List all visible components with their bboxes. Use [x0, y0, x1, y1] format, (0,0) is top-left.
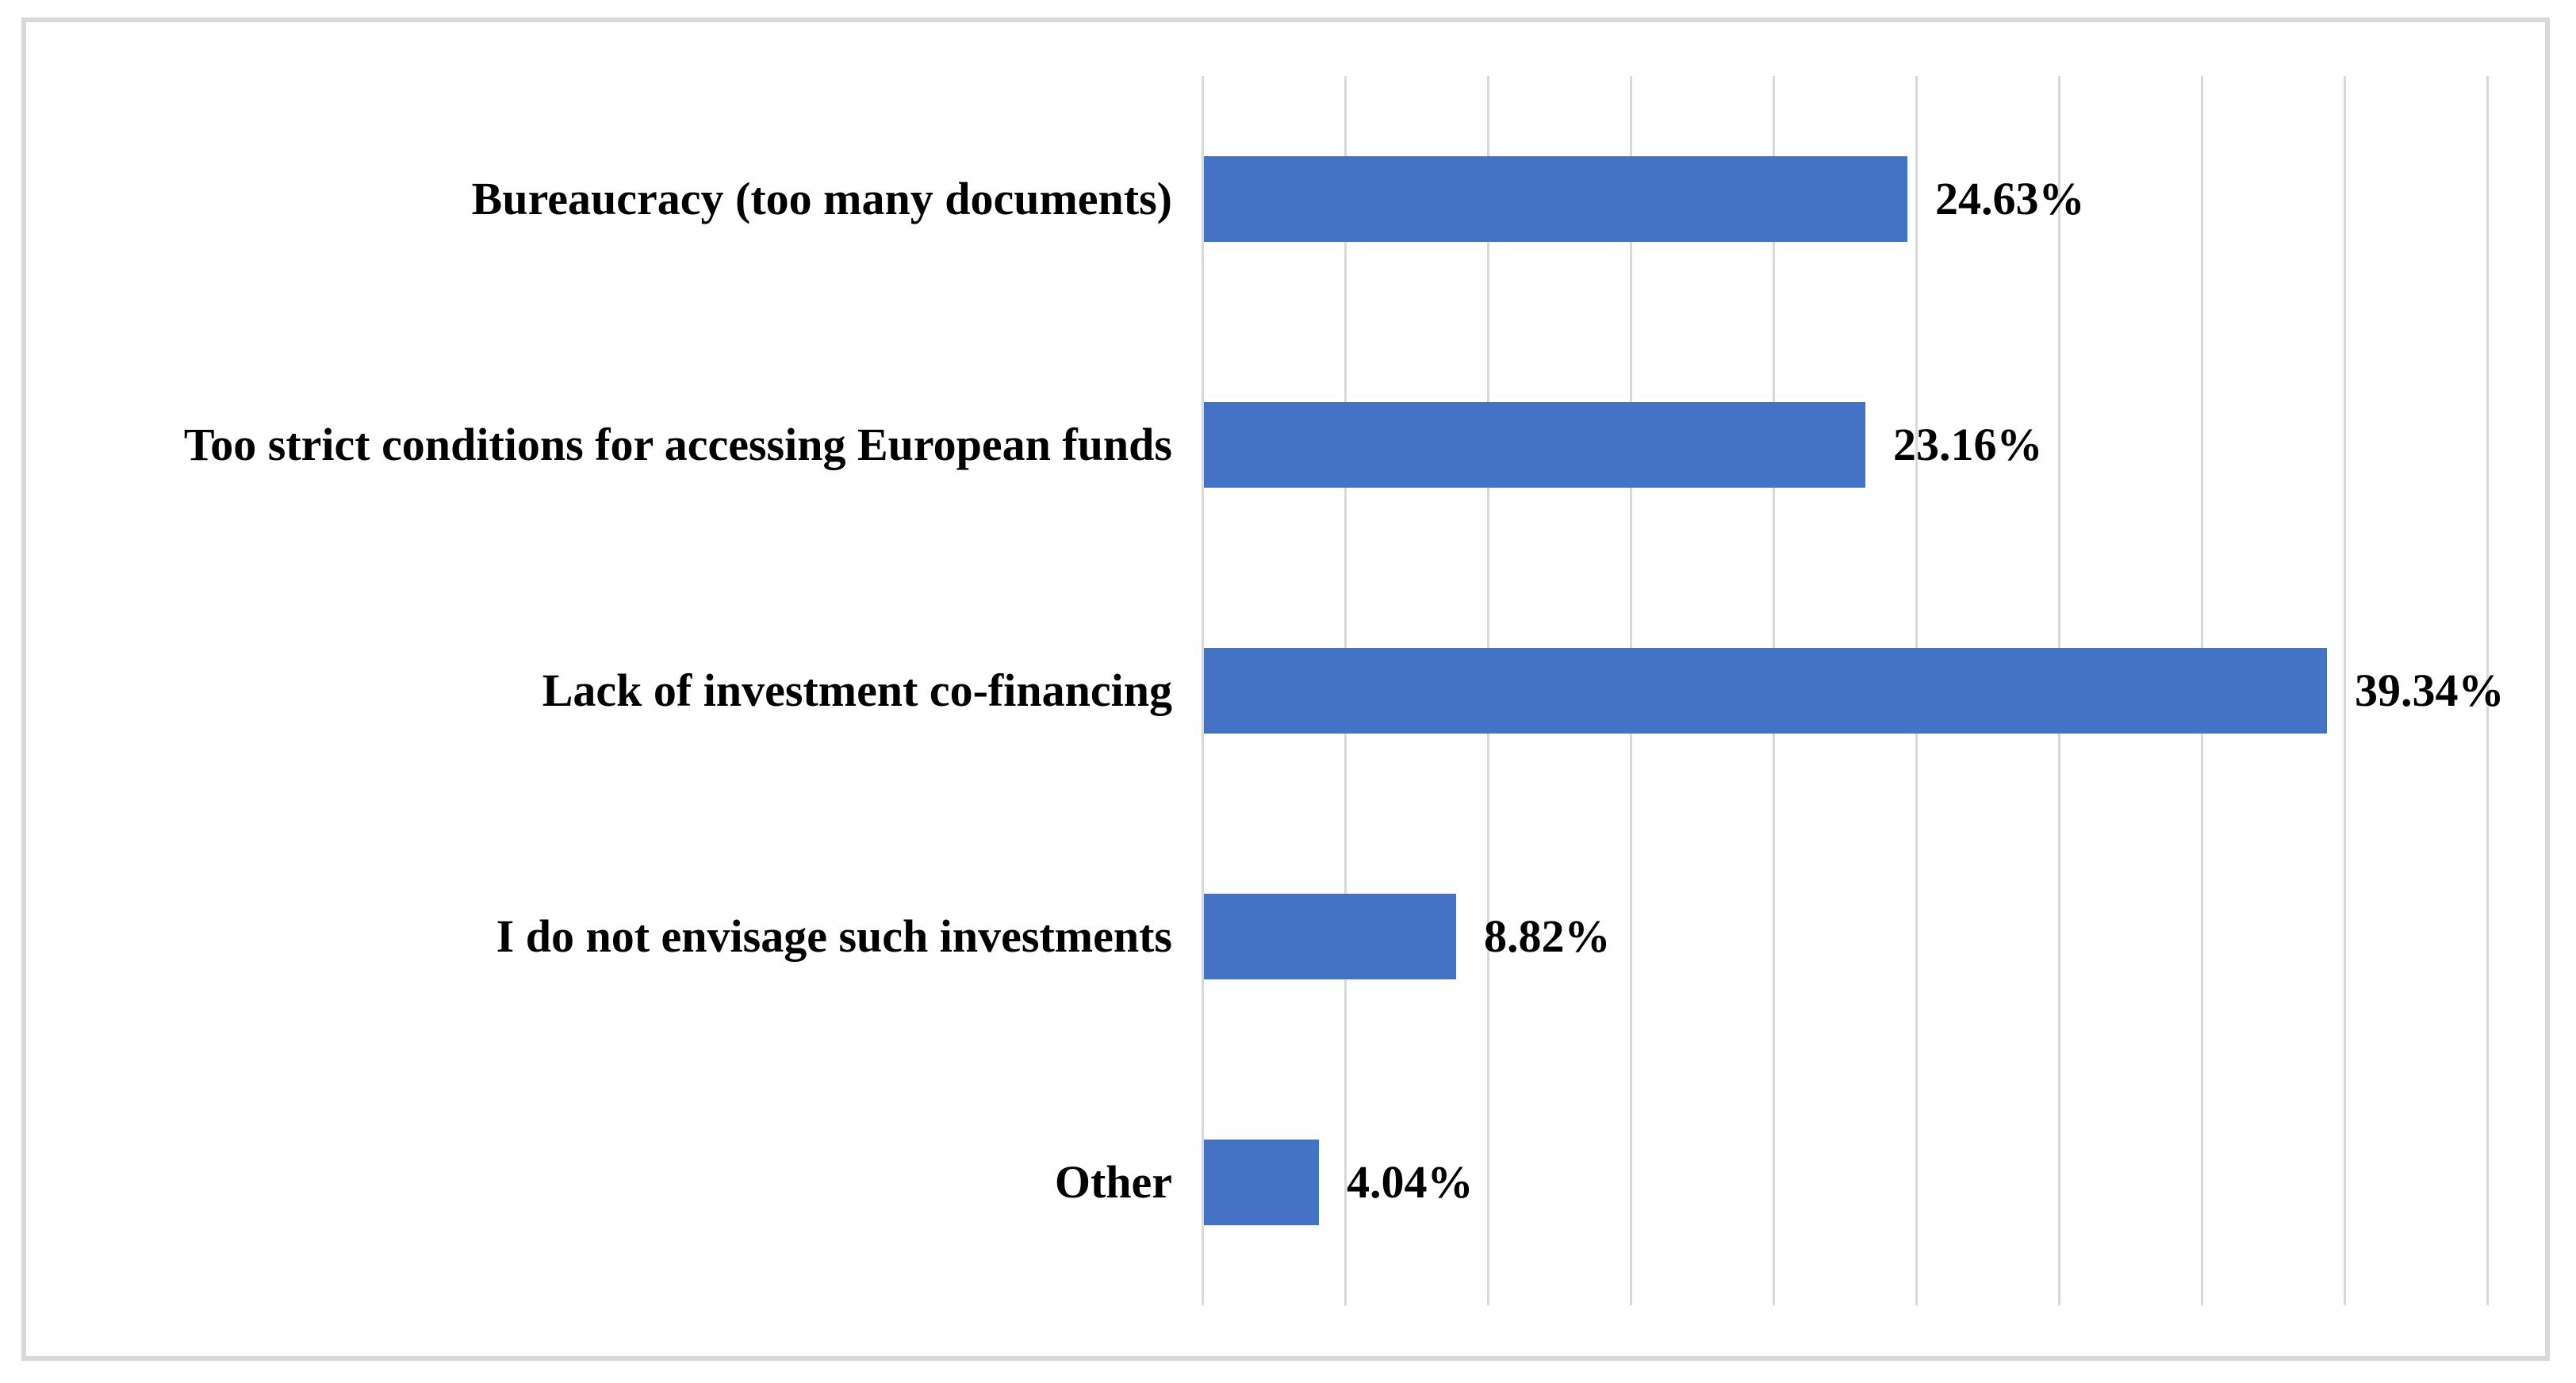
category-label: Bureaucracy (too many documents): [471, 173, 1172, 224]
bar-row: Bureaucracy (too many documents) 24.63%: [26, 156, 2545, 242]
category-label: Lack of investment co-financing: [542, 665, 1172, 716]
bar: [1204, 894, 1456, 979]
plot-area: Bureaucracy (too many documents) 24.63% To…: [26, 22, 2545, 1356]
bar-row: Too strict conditions for accessing Euro…: [26, 402, 2545, 488]
bar-row: Lack of investment co-financing 39.34%: [26, 648, 2545, 734]
bar: [1204, 402, 1865, 488]
category-label: Too strict conditions for accessing Euro…: [183, 419, 1172, 470]
value-label: 24.63%: [1935, 173, 2085, 224]
value-label: 4.04%: [1347, 1156, 1474, 1208]
value-label: 39.34%: [2355, 665, 2505, 716]
value-axis-line: [1202, 76, 1204, 1305]
bar: [1204, 156, 1907, 242]
bar: [1204, 1140, 1319, 1225]
bar-row: Other 4.04%: [26, 1140, 2545, 1225]
gridline: [2486, 76, 2489, 1305]
bar: [1204, 648, 2327, 734]
gridline: [2344, 76, 2346, 1305]
value-label: 23.16%: [1893, 419, 2043, 470]
bar-row: I do not envisage such investments 8.82%: [26, 894, 2545, 979]
category-label: Other: [1054, 1156, 1172, 1208]
horizontal-bar-chart: Bureaucracy (too many documents) 24.63% To…: [21, 17, 2550, 1361]
category-label: I do not envisage such investments: [496, 910, 1172, 962]
value-label: 8.82%: [1484, 910, 1611, 962]
